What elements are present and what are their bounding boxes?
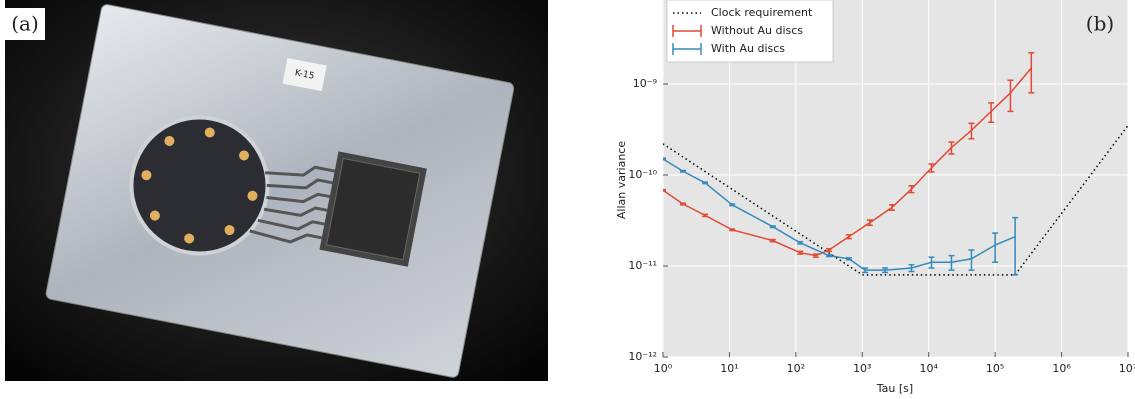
error-bar [769,225,776,229]
x-tick-label: 10³ [853,362,871,375]
plot [663,52,1128,276]
error-bar [769,238,776,243]
x-tick-label: 10² [787,362,805,375]
error-bar [948,254,955,271]
y-tick-label: 10⁻⁹ [633,77,657,90]
y-tick-label: 10⁻¹¹ [628,259,657,272]
error-bar [908,185,915,194]
error-bar [845,257,852,261]
error-bar [928,256,935,269]
x-tick-label: 10¹ [720,362,738,375]
error-bar [1012,216,1019,276]
error-bar [992,232,999,263]
error-bar [1007,79,1014,113]
legend-label: With Au discs [711,42,785,55]
error-bar [729,203,736,207]
panel-label: (b) [1086,12,1114,36]
error-bar [679,169,686,173]
error-bar [882,267,889,274]
y-tick-label: 10⁻¹⁰ [628,168,657,181]
error-bar [679,202,686,206]
error-bar [928,163,935,173]
x-tick-label: 10⁶ [1052,362,1071,375]
x-tick-label: 10⁴ [920,362,939,375]
error-bar [826,253,833,258]
error-bar [702,181,709,185]
error-bar [862,267,869,274]
photo: K-15 (a) [5,0,548,381]
error-bar [948,141,955,155]
error-bar [797,250,804,255]
x-tick-label: 10⁷ [1119,362,1135,375]
x-tick-label: 10⁵ [986,362,1004,375]
legend: Clock requirement Without Au discs With Au… [666,0,834,63]
x-axis-label: Tau [s] [876,382,913,395]
y-tick-label: 10⁻¹² [628,350,657,363]
error-bar [968,122,975,140]
error-bar [663,157,666,161]
error-bar [1028,52,1035,94]
series-line [663,158,1016,271]
y-axis-label: Allan variance [615,141,628,219]
grid [662,0,1129,358]
legend-label: Without Au discs [711,24,803,37]
x-tick-label: 10⁰ [654,362,673,375]
panel-label: (a) [11,12,39,36]
axes: 10⁰ 10¹ 10² 10³ 10⁴ 10⁵ 10⁶ 10⁷ 10⁻¹² 10⁻¹¹ 10⁻¹⁰ 1… [628,77,1135,375]
error-bar [663,188,666,192]
error-bar [888,204,895,211]
error-bar [702,213,709,218]
error-bar [988,102,995,123]
error-bar [812,253,819,258]
photo-label: K-15 [294,68,315,82]
error-bar [908,264,915,273]
error-bar [729,228,736,232]
series-line [663,67,1032,257]
error-bar [797,240,804,245]
error-bar [866,219,873,227]
error-bar [845,234,852,240]
legend-label: Clock requirement [711,6,813,19]
error-bar [968,249,975,271]
error-bar [826,247,833,253]
